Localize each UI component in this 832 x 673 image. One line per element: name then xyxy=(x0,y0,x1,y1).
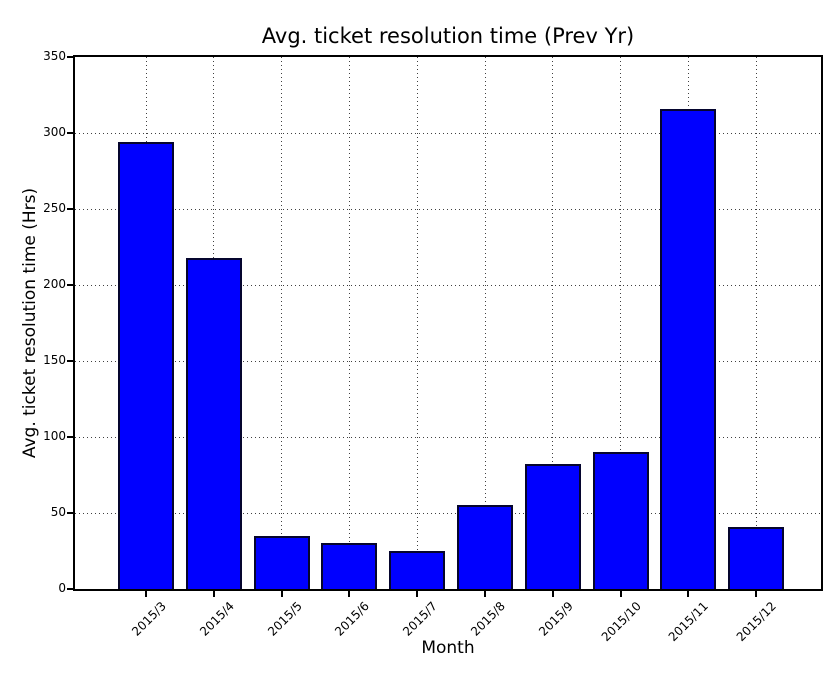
ytick-label-350: 350 xyxy=(43,49,66,63)
chart-title: Avg. ticket resolution time (Prev Yr) xyxy=(261,24,635,48)
xtick-mark-2015/4 xyxy=(212,591,215,597)
xtick-label-2015/5: 2015/5 xyxy=(264,599,305,639)
gridline-y-50 xyxy=(75,512,821,514)
xtick-label-2015/9: 2015/9 xyxy=(535,599,576,639)
ytick-mark-150 xyxy=(67,360,73,362)
ytick-mark-0 xyxy=(67,588,73,590)
bar-2015/6 xyxy=(321,543,378,589)
ytick-label-100: 100 xyxy=(43,429,66,443)
bar-2015/12 xyxy=(728,526,785,589)
xtick-label-2015/8: 2015/8 xyxy=(468,599,508,639)
xtick-mark-2015/8 xyxy=(484,591,486,597)
ytick-mark-250 xyxy=(67,208,73,210)
xtick-label-2015/7: 2015/7 xyxy=(400,599,441,639)
ytick-label-0: 0 xyxy=(58,581,66,595)
xtick-mark-2015/10 xyxy=(619,591,622,597)
bar-2015/11 xyxy=(660,108,717,589)
xtick-label-2015/3: 2015/3 xyxy=(129,599,169,639)
gridline-x-2015/8 xyxy=(484,57,486,589)
gridline-x-2015/12 xyxy=(755,57,757,589)
xtick-mark-2015/6 xyxy=(348,591,351,597)
ytick-mark-300 xyxy=(67,132,73,134)
bar-2015/9 xyxy=(524,464,581,589)
ytick-mark-350 xyxy=(67,56,73,58)
bar-2015/7 xyxy=(389,551,446,589)
gridline-x-2015/10 xyxy=(620,57,622,589)
x-axis-label: Month xyxy=(421,638,475,658)
ytick-mark-100 xyxy=(67,436,73,438)
xtick-mark-2015/5 xyxy=(280,591,283,597)
xtick-mark-2015/7 xyxy=(416,591,419,597)
gridline-x-2015/7 xyxy=(416,57,418,589)
ytick-label-300: 300 xyxy=(43,125,66,139)
xtick-mark-2015/9 xyxy=(551,591,554,597)
bar-2015/8 xyxy=(457,505,513,589)
gridline-x-2015/6 xyxy=(348,57,350,589)
ytick-mark-200 xyxy=(67,284,73,286)
gridline-y-250 xyxy=(75,208,821,210)
gridline-x-2015/9 xyxy=(552,57,554,589)
ytick-label-250: 250 xyxy=(43,201,66,215)
gridline-y-100 xyxy=(75,436,821,438)
bar-2015/3 xyxy=(118,142,174,589)
plot-area xyxy=(73,55,823,591)
xtick-mark-2015/11 xyxy=(687,591,690,597)
ytick-label-200: 200 xyxy=(43,277,66,291)
xtick-label-2015/4: 2015/4 xyxy=(196,599,237,639)
y-axis-label: Avg. ticket resolution time (Hrs) xyxy=(20,187,40,459)
bar-2015/4 xyxy=(185,257,242,589)
xtick-label-2015/6: 2015/6 xyxy=(332,599,373,639)
gridline-y-150 xyxy=(75,360,821,362)
gridline-x-2015/5 xyxy=(281,57,283,589)
ytick-label-150: 150 xyxy=(43,353,66,367)
bar-2015/10 xyxy=(592,452,649,589)
xtick-mark-2015/3 xyxy=(145,591,147,597)
gridline-y-300 xyxy=(75,132,821,134)
bar-2015/5 xyxy=(253,535,310,589)
ytick-mark-50 xyxy=(67,512,73,514)
xtick-mark-2015/12 xyxy=(755,591,758,597)
gridline-y-200 xyxy=(75,284,821,286)
ytick-label-50: 50 xyxy=(50,505,66,519)
